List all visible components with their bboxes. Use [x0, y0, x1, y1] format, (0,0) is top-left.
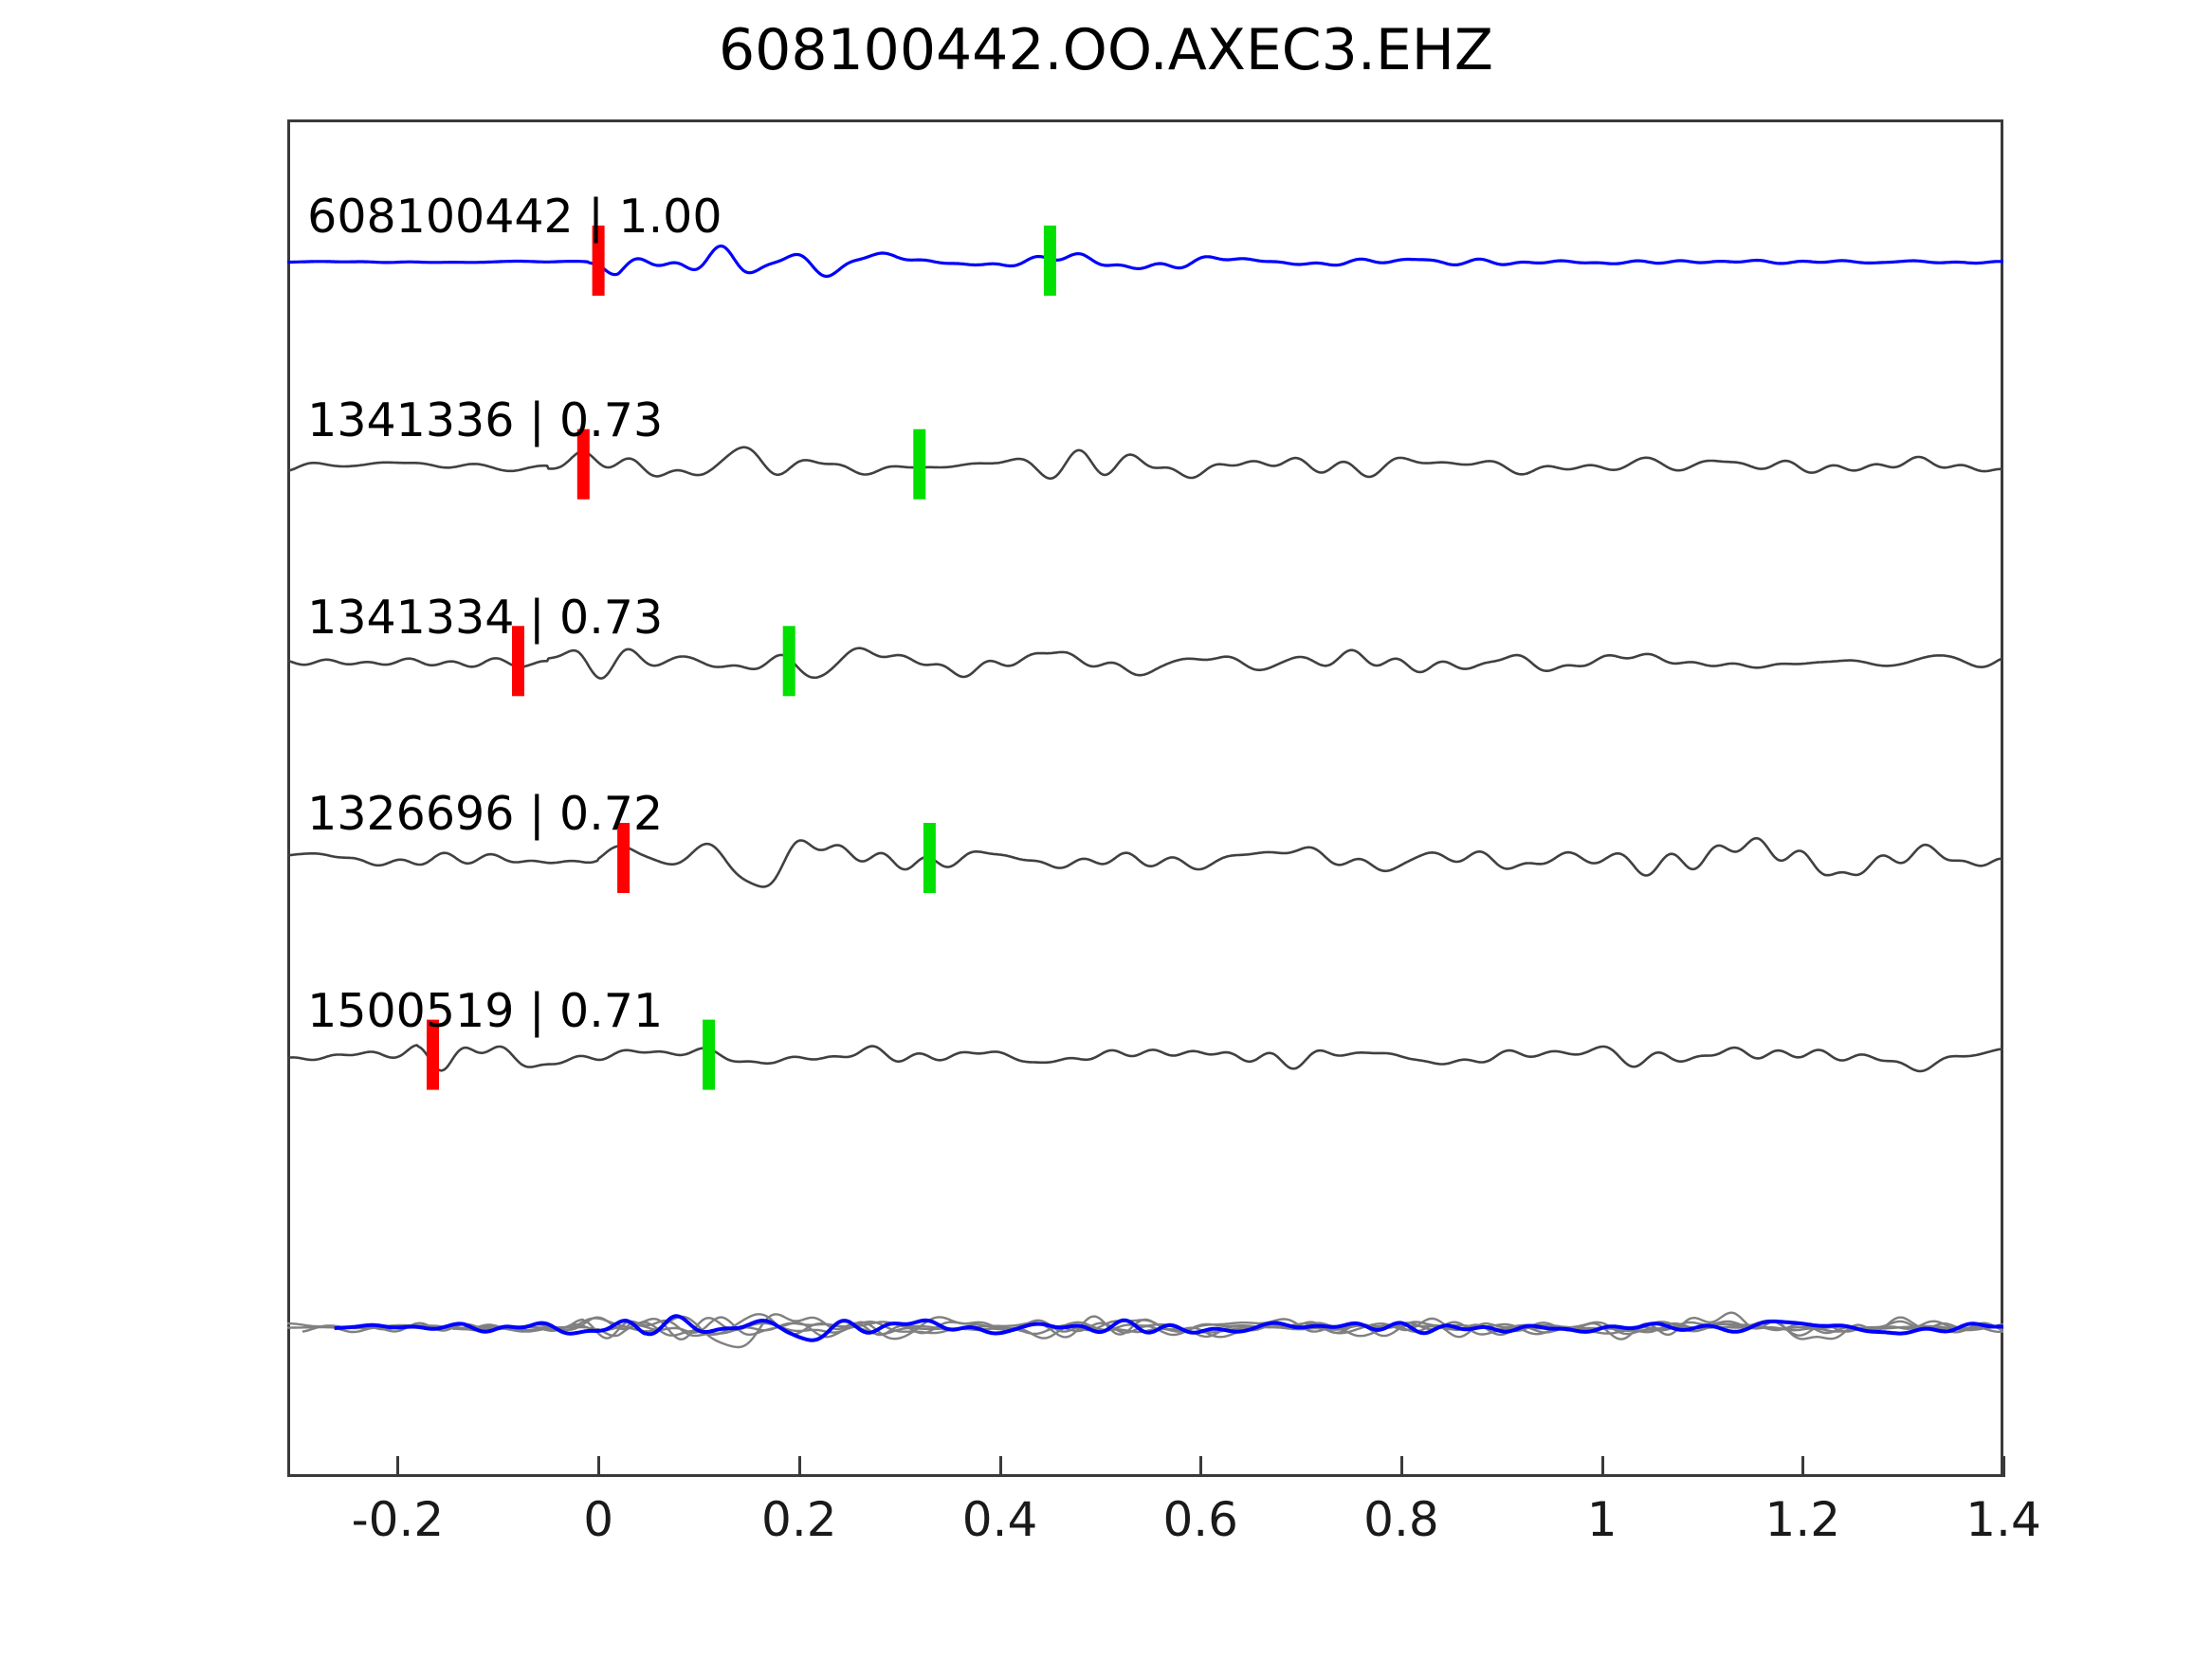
- waveform-1326696: [287, 837, 2003, 888]
- x-tick-label: 1: [1586, 1492, 1618, 1547]
- p-pick-marker-1326696[interactable]: [617, 823, 631, 893]
- p-pick-marker-608100442[interactable]: [592, 225, 605, 296]
- trace-group-608100442: [287, 225, 2003, 296]
- x-tick-label: 1.2: [1764, 1492, 1841, 1547]
- s-pick-marker-1341334[interactable]: [782, 626, 795, 697]
- stack-overlay-1341334: [367, 1316, 2003, 1340]
- s-pick-marker-1326696[interactable]: [923, 823, 936, 893]
- x-tick-mark: [1801, 1456, 1805, 1477]
- waveform-1500519: [287, 1044, 2003, 1073]
- trace-label-1341334: 1341334 | 0.73: [307, 590, 664, 645]
- x-tick-label: 0.6: [1162, 1492, 1238, 1547]
- plot-frame: [287, 119, 2003, 1477]
- s-pick-marker-608100442[interactable]: [1043, 225, 1056, 296]
- trace-group-1326696: [287, 823, 2003, 893]
- p-pick-marker-1500519[interactable]: [427, 1019, 439, 1090]
- trace-label-608100442: 608100442 | 1.00: [307, 190, 722, 245]
- trace-group-1341334: [287, 626, 2003, 697]
- x-tick-label: 0.4: [961, 1492, 1038, 1547]
- plot-canvas: [287, 119, 2003, 1477]
- x-tick-mark: [597, 1456, 601, 1477]
- trace-group-1341336: [287, 428, 2003, 500]
- x-tick-mark: [1399, 1456, 1403, 1477]
- stack-mean-waveform: [334, 1314, 2003, 1342]
- waveform-1341334: [287, 647, 2003, 680]
- x-tick-label: 1.4: [1965, 1492, 2041, 1547]
- x-tick-mark: [1600, 1456, 1604, 1477]
- x-tick-mark: [797, 1456, 801, 1477]
- waveform-svg: [287, 225, 2003, 1349]
- p-pick-marker-1341336[interactable]: [576, 428, 590, 500]
- waveform-608100442: [287, 244, 2003, 279]
- x-tick-mark: [998, 1456, 1002, 1477]
- x-tick-label: -0.2: [351, 1492, 445, 1547]
- trace-label-1500519: 1500519 | 0.71: [307, 984, 664, 1039]
- waveform-1341336: [287, 446, 2003, 480]
- trace-label-1326696: 1326696 | 0.72: [307, 787, 664, 842]
- x-tick-mark: [1199, 1456, 1203, 1477]
- chart-title: 608100442.OO.AXEC3.EHZ: [718, 17, 1494, 83]
- s-pick-marker-1341336[interactable]: [913, 428, 926, 500]
- x-tick-label: 0.8: [1363, 1492, 1439, 1547]
- trace-label-1341336: 1341336 | 0.73: [307, 393, 664, 448]
- s-pick-marker-1500519[interactable]: [703, 1019, 716, 1090]
- x-tick-label: 0.2: [761, 1492, 837, 1547]
- trace-group-stack: [287, 1311, 2003, 1349]
- x-tick-label: 0: [583, 1492, 614, 1547]
- trace-group-1500519: [287, 1019, 2003, 1090]
- p-pick-marker-1341334[interactable]: [512, 626, 524, 697]
- x-tick-mark: [396, 1456, 400, 1477]
- stack-overlay-1326696: [287, 1311, 1979, 1349]
- x-tick-mark: [2002, 1456, 2005, 1477]
